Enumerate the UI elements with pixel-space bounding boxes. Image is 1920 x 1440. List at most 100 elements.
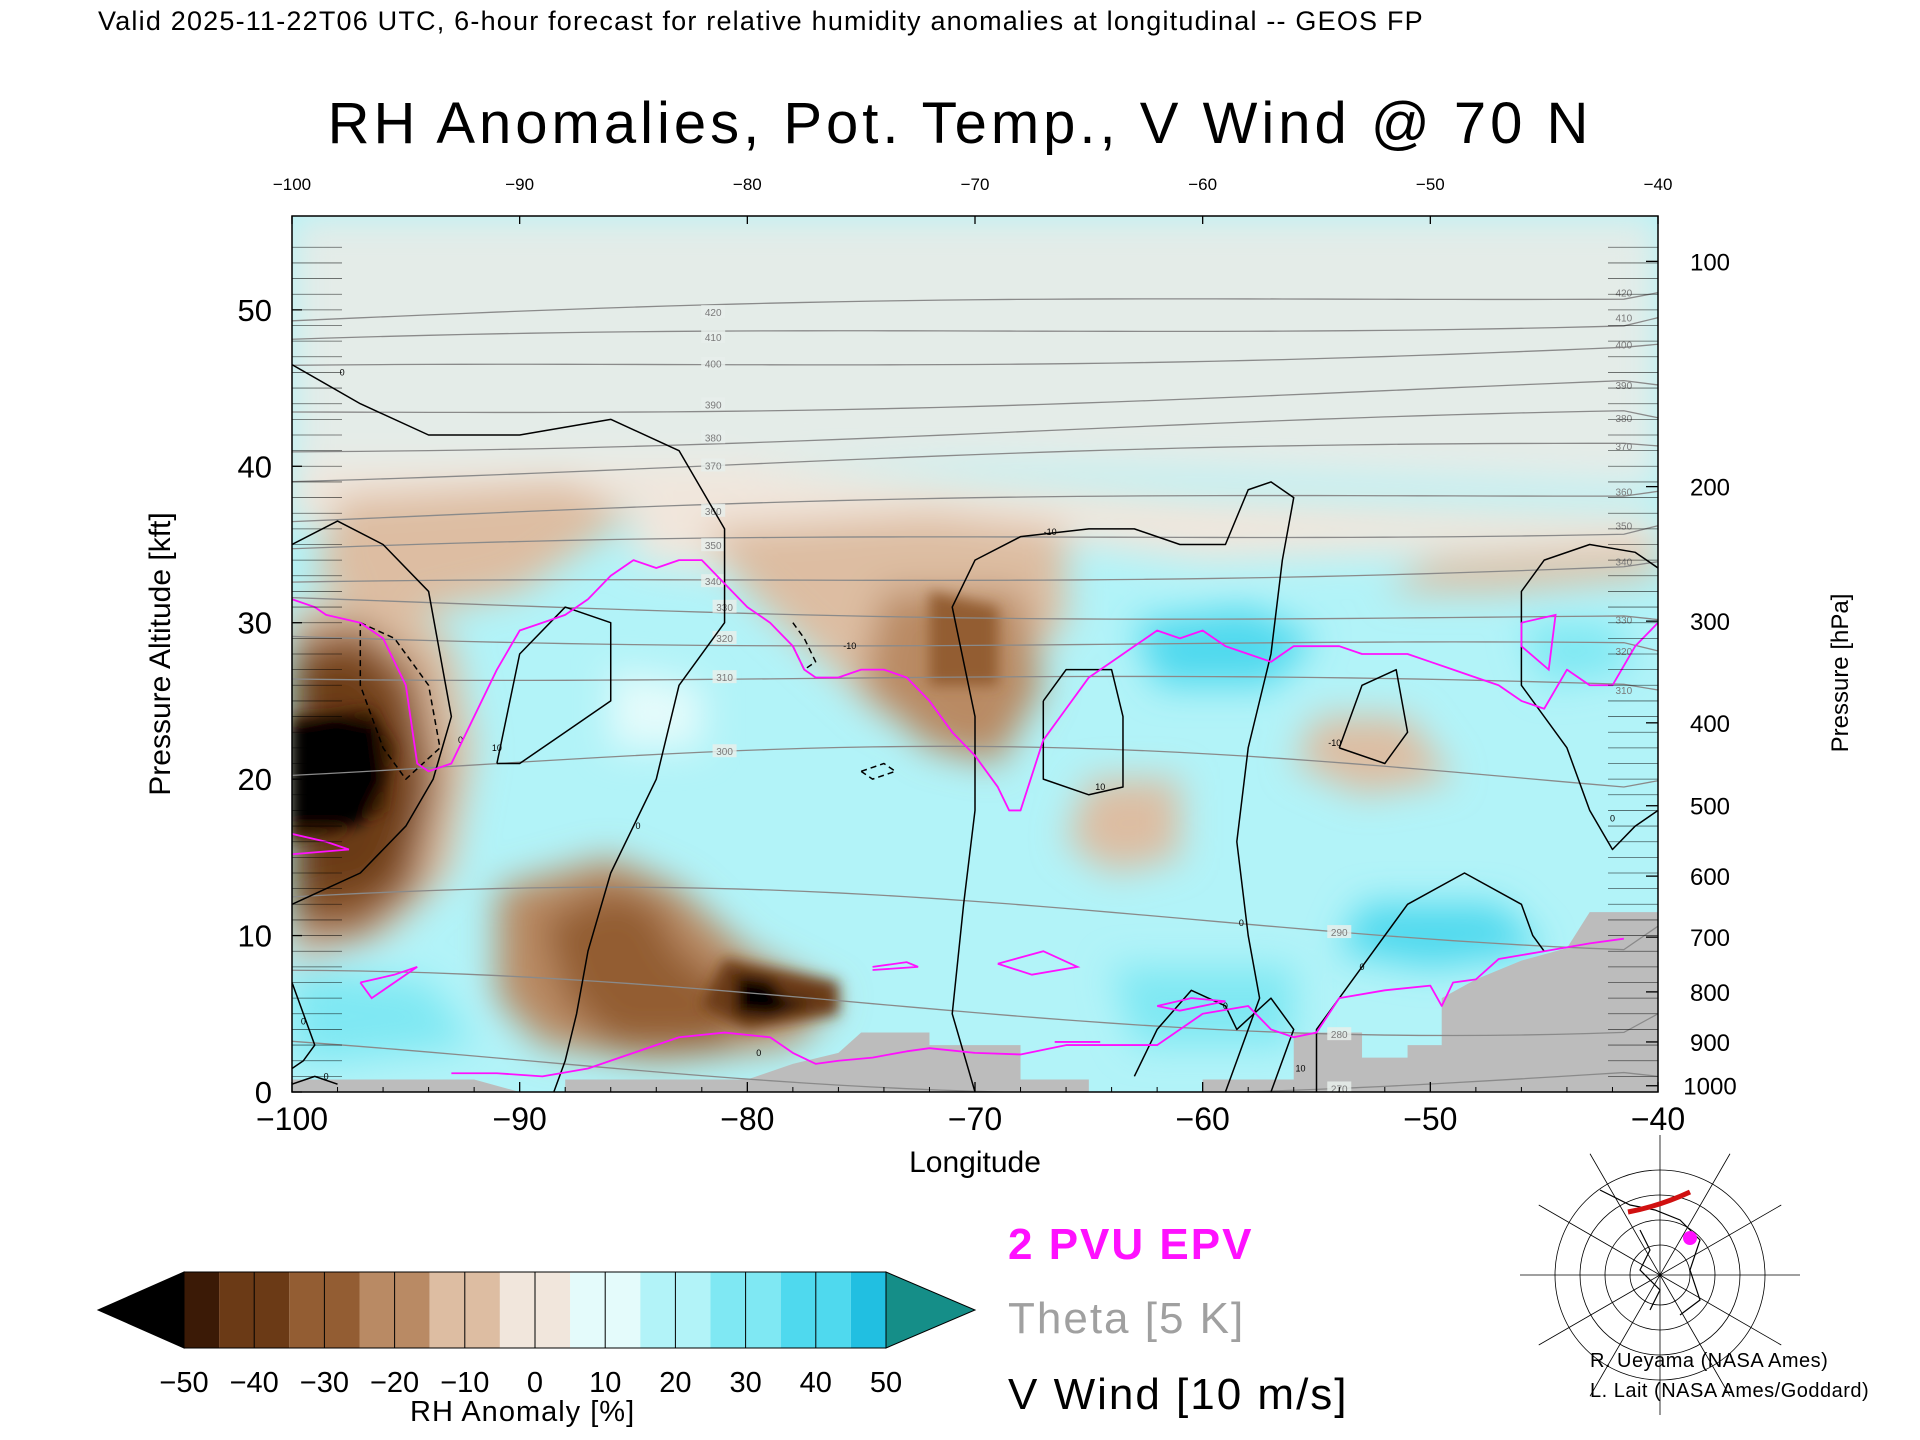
- colorbar-cell: [535, 1272, 571, 1348]
- y-tick-label: 30: [238, 606, 272, 641]
- theta-line-310: [292, 675, 1658, 691]
- v-wind-label-4: -10: [1044, 527, 1057, 537]
- colorbar-cell: [359, 1272, 395, 1348]
- x-tick-label: −60: [1176, 1101, 1230, 1137]
- y2-axis-label: Pressure [hPa]: [1827, 594, 1854, 753]
- v-wind-label-2: 0: [458, 735, 463, 745]
- v-wind-label-7: 0: [1239, 918, 1244, 928]
- theta-label-410: 410: [705, 333, 722, 344]
- colorbar-cell: [780, 1272, 816, 1348]
- colorbar-tick-label: 20: [659, 1367, 691, 1399]
- theta-label-right-350: 350: [1616, 522, 1633, 533]
- colorbar-cell: [394, 1272, 430, 1348]
- v-wind-line-8: [1338, 668, 1409, 765]
- v-wind-line-9: [1133, 989, 1295, 1092]
- theta-label-350: 350: [705, 541, 722, 552]
- theta-label-290: 290: [1331, 928, 1348, 939]
- minimap-meridian: [1659, 1274, 1782, 1346]
- theta-label-right-310: 310: [1616, 686, 1633, 697]
- theta-label-right-400: 400: [1616, 340, 1633, 351]
- theta-label-420: 420: [705, 308, 722, 319]
- location-map: [1520, 1135, 1800, 1415]
- y-tick-label: 0: [255, 1075, 272, 1110]
- colorbar-cell: [324, 1272, 360, 1348]
- theta-line-340: [292, 561, 1658, 583]
- pressure-tick-label: 400: [1690, 711, 1730, 738]
- theta-line-280: [292, 969, 1658, 1037]
- theta-label-bg-280: [1327, 1027, 1352, 1041]
- colorbar-cell: [675, 1272, 711, 1348]
- field-patch-13: [542, 888, 748, 1046]
- colorbar-cell: [570, 1272, 606, 1348]
- pressure-tick-label: 800: [1690, 980, 1730, 1007]
- epv-small-0: [292, 833, 350, 856]
- epv-small-2: [997, 950, 1081, 976]
- minimap-meridian: [1659, 1274, 1731, 1397]
- epv-contours: [292, 559, 1658, 1078]
- v-wind-line-4: [792, 622, 817, 671]
- field-patch-6: [1384, 544, 1658, 592]
- theta-label-bg-370: [701, 458, 726, 472]
- x-top-tick-label: −40: [1644, 175, 1673, 194]
- v-wind-label-3: -10: [843, 641, 856, 651]
- colorbar-tick-label: −40: [230, 1367, 279, 1399]
- colorbar-cell: [289, 1272, 325, 1348]
- colorbar-cell: [429, 1272, 465, 1348]
- v-wind-label-10: 0: [1610, 813, 1615, 823]
- theta-label-bg-300: [712, 744, 737, 758]
- y-tick-label: 10: [238, 919, 272, 954]
- rh-anomaly-field: [292, 216, 1658, 1092]
- minimap-meridian: [1659, 1204, 1782, 1276]
- theta-label-bg-310: [712, 670, 737, 684]
- pressure-tick-label: 600: [1690, 864, 1730, 891]
- epv-line-0: [292, 559, 1658, 812]
- v-wind-label-1: 0: [636, 821, 641, 831]
- x-top-tick-label: −90: [505, 175, 534, 194]
- y-tick-label: 40: [238, 449, 272, 484]
- colorbar-tick-label: 0: [527, 1367, 543, 1399]
- theta-label-right-330: 330: [1616, 616, 1633, 627]
- theta-line-370: [292, 442, 1658, 483]
- colorbar-cell: [745, 1272, 781, 1348]
- v-wind-label-12: 0: [1360, 962, 1365, 972]
- v-wind-label-11: 0: [756, 1048, 761, 1058]
- field-core-4: [929, 591, 998, 686]
- v-wind-label-9: 0: [301, 1017, 306, 1027]
- theta-label-320: 320: [716, 634, 733, 645]
- theta-line-360: [292, 490, 1658, 523]
- v-wind-label-0: 0: [340, 367, 345, 377]
- theta-label-370: 370: [705, 461, 722, 472]
- v-wind-label-5: 10: [1095, 782, 1105, 792]
- colorbar-cell: [254, 1272, 290, 1348]
- x-top-tick-label: −80: [733, 175, 762, 194]
- colorbar-tick-label: 40: [800, 1367, 832, 1399]
- pressure-tick-label: 100: [1690, 249, 1730, 276]
- x-top-tick-label: −60: [1188, 175, 1217, 194]
- pressure-tick-label: 1000: [1683, 1074, 1736, 1101]
- colorbar-cell: [640, 1272, 676, 1348]
- epv-small-4: [1520, 613, 1557, 672]
- theta-line-390: [292, 379, 1658, 414]
- theta-label-390: 390: [705, 400, 722, 411]
- theta-label-right-340: 340: [1616, 558, 1633, 569]
- minimap-bg: [1558, 1168, 1760, 1318]
- legend-epv: 2 PVU EPV: [1008, 1220, 1254, 1269]
- epv-small-3: [872, 961, 919, 971]
- field-patch-15: [1339, 904, 1545, 967]
- colorbar-tick-label: 50: [870, 1367, 902, 1399]
- v-wind-line-10: [1315, 872, 1545, 1092]
- colorbar-cell: [499, 1272, 535, 1348]
- minimap-meridian: [1589, 1274, 1661, 1397]
- field-core-1: [292, 716, 384, 827]
- minimap-coast-2: [1639, 1229, 1661, 1311]
- colorbar-cell: [219, 1272, 255, 1348]
- theta-label-bg-350: [701, 538, 726, 552]
- theta-label-right-370: 370: [1616, 442, 1633, 453]
- theta-label-bg-400: [701, 356, 726, 370]
- epv-small-5: [1156, 997, 1226, 1012]
- minimap-meridian: [1538, 1204, 1661, 1276]
- v-wind-line-3: [359, 622, 441, 780]
- x-tick-label: −80: [720, 1101, 774, 1137]
- theta-label-bg-380: [701, 430, 726, 444]
